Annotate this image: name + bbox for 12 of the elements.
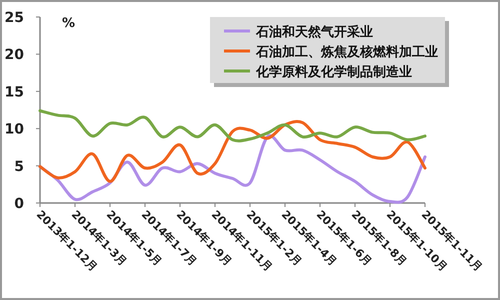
y-tick-label: 10 — [4, 122, 24, 138]
legend-label: 石油加工、炼焦及核燃料加工业 — [255, 44, 438, 60]
legend-label: 化学原料及化学制品制造业 — [255, 65, 412, 80]
y-tick-label: 0 — [14, 196, 24, 212]
y-tick-label: 5 — [14, 158, 24, 175]
y-axis-title: % — [62, 16, 76, 31]
y-tick-label: 20 — [4, 47, 24, 64]
legend-label: 石油和天然气开采业 — [255, 24, 373, 40]
line-series — [38, 109, 426, 142]
y-tick-label: 15 — [4, 84, 24, 100]
y-tick-label: 25 — [4, 10, 24, 26]
line-series — [38, 120, 426, 183]
